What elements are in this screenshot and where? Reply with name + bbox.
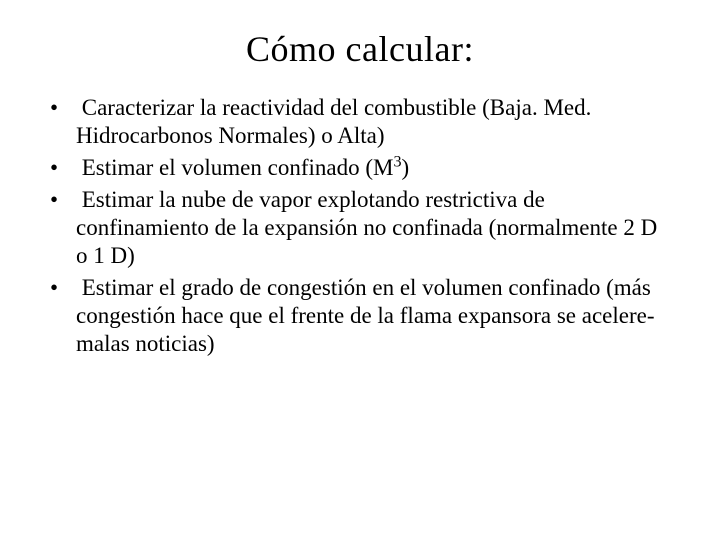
slide-title: Cómo calcular:	[48, 28, 672, 70]
bullet-text: Caracterizar la reactividad del combusti…	[76, 95, 591, 148]
bullet-text: Estimar el grado de congestión en el vol…	[76, 275, 655, 356]
list-item: Estimar la nube de vapor explotando rest…	[50, 186, 672, 270]
bullet-text: Estimar la nube de vapor explotando rest…	[76, 187, 657, 268]
list-item: Caracterizar la reactividad del combusti…	[50, 94, 672, 150]
slide: Cómo calcular: Caracterizar la reactivid…	[0, 0, 720, 540]
list-item: Estimar el grado de congestión en el vol…	[50, 274, 672, 358]
bullet-text: Estimar el volumen confinado (M3)	[82, 155, 409, 180]
list-item: Estimar el volumen confinado (M3)	[50, 154, 672, 182]
bullet-list: Caracterizar la reactividad del combusti…	[48, 94, 672, 358]
